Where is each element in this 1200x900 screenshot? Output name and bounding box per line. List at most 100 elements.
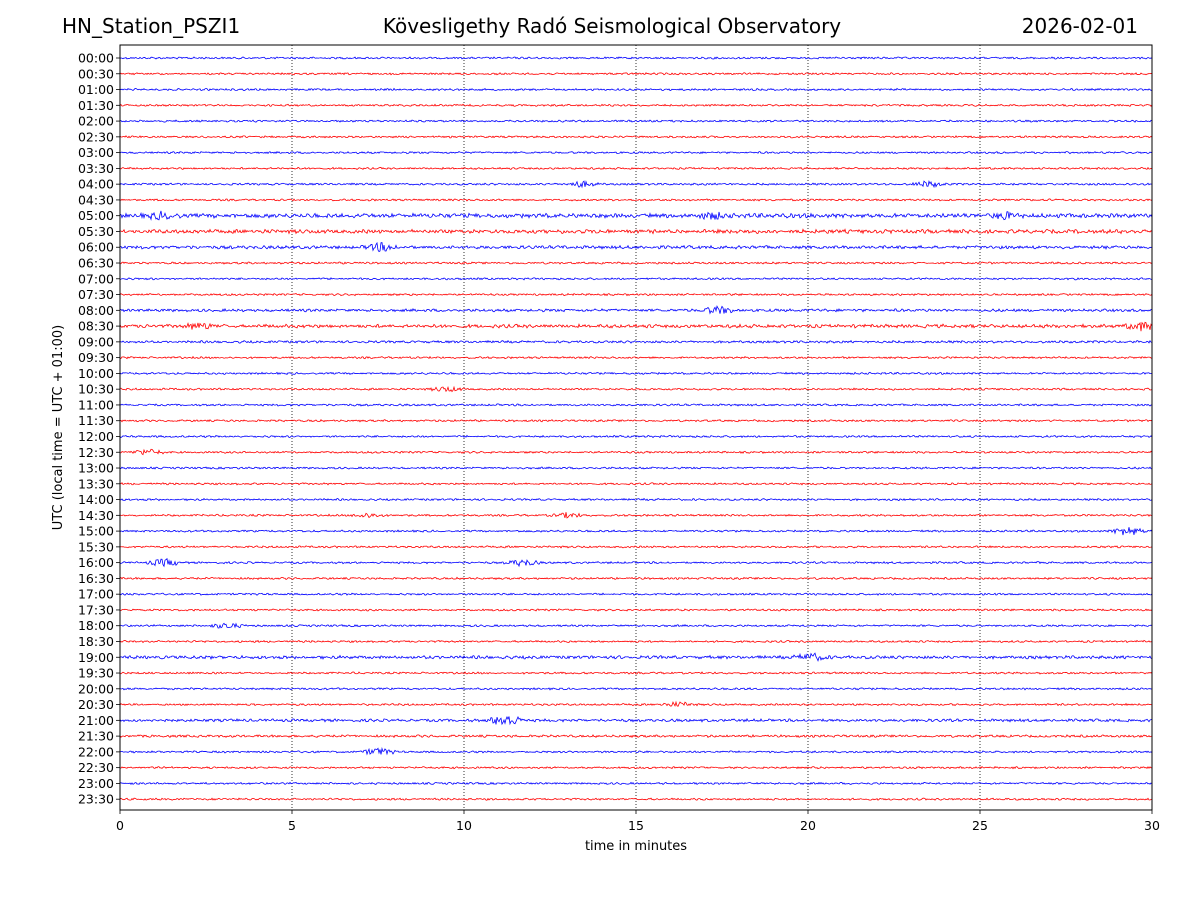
x-axis-label: time in minutes [585, 839, 687, 854]
trace-1000 [119, 371, 1153, 376]
x-tick-label: 15 [628, 818, 644, 833]
y-tick-label: 17:30 [78, 602, 114, 617]
y-tick-label: 20:30 [78, 697, 114, 712]
trace-2330 [119, 797, 1153, 801]
trace-0130 [119, 103, 1153, 107]
y-tick-label: 20:00 [78, 681, 114, 696]
trace-0000 [119, 56, 1153, 60]
trace-2300 [119, 781, 1153, 786]
y-tick-label: 04:30 [78, 192, 114, 207]
trace-1630 [119, 576, 1153, 581]
y-tick-label: 01:00 [78, 82, 114, 97]
trace-0700 [119, 277, 1153, 281]
y-tick-label: 03:30 [78, 161, 114, 176]
trace-0800 [119, 305, 1153, 315]
y-tick-label: 11:30 [78, 413, 114, 428]
y-tick-label: 06:30 [78, 256, 114, 271]
y-tick-label: 04:00 [78, 177, 114, 192]
trace-0230 [119, 135, 1153, 139]
y-tick-label: 19:30 [78, 666, 114, 681]
trace-2100 [119, 715, 1153, 726]
trace-1030 [119, 385, 1153, 393]
trace-1430 [119, 512, 1153, 519]
trace-0600 [119, 241, 1153, 253]
y-tick-label: 00:00 [78, 51, 114, 66]
y-tick-label: 16:30 [78, 571, 114, 586]
trace-1730 [119, 608, 1153, 612]
y-tick-label: 00:30 [78, 66, 114, 81]
y-tick-label: 19:00 [78, 650, 114, 665]
x-tick-label: 25 [972, 818, 988, 833]
y-tick-label: 13:30 [78, 476, 114, 491]
y-tick-label: 05:00 [78, 208, 114, 223]
y-tick-label: 02:30 [78, 129, 114, 144]
y-tick-label: 12:00 [78, 429, 114, 444]
y-tick-label: 17:00 [78, 587, 114, 602]
y-tick-label: 23:00 [78, 776, 114, 791]
y-tick-label: 13:00 [78, 461, 114, 476]
trace-1200 [119, 434, 1153, 439]
trace-0330 [119, 166, 1153, 171]
trace-0500 [119, 210, 1153, 221]
y-tick-label: 22:30 [78, 760, 114, 775]
y-tick-label: 18:30 [78, 634, 114, 649]
y-axis-label: UTC (local time = UTC + 01:00) [51, 325, 66, 530]
trace-0730 [119, 292, 1153, 297]
y-tick-label: 10:30 [78, 382, 114, 397]
y-tick-label: 14:00 [78, 492, 114, 507]
trace-2230 [119, 766, 1153, 770]
y-tick-label: 15:00 [78, 524, 114, 539]
trace-1830 [119, 639, 1153, 644]
x-tick-label: 20 [800, 818, 816, 833]
trace-0030 [119, 72, 1153, 76]
x-tick-label: 0 [116, 818, 124, 833]
trace-1800 [119, 622, 1153, 629]
y-tick-label: 12:30 [78, 445, 114, 460]
trace-1100 [119, 403, 1153, 407]
trace-1500 [119, 527, 1153, 536]
y-tick-label: 14:30 [78, 508, 114, 523]
y-tick-label: 06:00 [78, 240, 114, 255]
y-tick-label: 21:30 [78, 729, 114, 744]
trace-0430 [119, 198, 1153, 202]
y-tick-label: 23:30 [78, 792, 114, 807]
chart-date: 2026-02-01 [1021, 14, 1138, 38]
y-tick-label: 18:00 [78, 618, 114, 633]
y-tick-label: 10:00 [78, 366, 114, 381]
trace-1700 [119, 592, 1153, 596]
trace-1230 [119, 448, 1153, 456]
trace-0300 [119, 150, 1153, 155]
chart-title: Kövesligethy Radó Seismological Observat… [382, 14, 842, 38]
y-tick-label: 03:00 [78, 145, 114, 160]
trace-0630 [119, 261, 1153, 265]
y-tick-label: 21:00 [78, 713, 114, 728]
x-tick-label: 5 [288, 818, 296, 833]
trace-1330 [119, 482, 1153, 486]
y-tick-label: 22:00 [78, 744, 114, 759]
trace-2000 [119, 687, 1153, 691]
trace-1400 [119, 497, 1153, 502]
trace-0930 [119, 355, 1153, 360]
trace-1130 [119, 419, 1153, 423]
y-tick-label: 02:00 [78, 114, 114, 129]
station-name: HN_Station_PSZI1 [62, 14, 241, 38]
y-tick-label: 08:30 [78, 319, 114, 334]
trace-0830 [119, 321, 1153, 332]
trace-1300 [119, 466, 1153, 470]
y-tick-label: 16:00 [78, 555, 114, 570]
y-tick-label: 01:30 [78, 98, 114, 113]
trace-1930 [119, 671, 1153, 675]
y-tick-label: 09:00 [78, 334, 114, 349]
trace-2030 [119, 700, 1153, 707]
y-tick-label: 07:00 [78, 271, 114, 286]
trace-2130 [119, 734, 1153, 739]
trace-1900 [120, 652, 1153, 662]
y-tick-label: 08:00 [78, 303, 114, 318]
trace-0400 [119, 179, 1153, 189]
x-tick-label: 30 [1144, 818, 1160, 833]
y-tick-label: 09:30 [78, 350, 114, 365]
trace-2200 [119, 747, 1153, 756]
y-tick-label: 05:30 [78, 224, 114, 239]
trace-0200 [119, 119, 1153, 123]
